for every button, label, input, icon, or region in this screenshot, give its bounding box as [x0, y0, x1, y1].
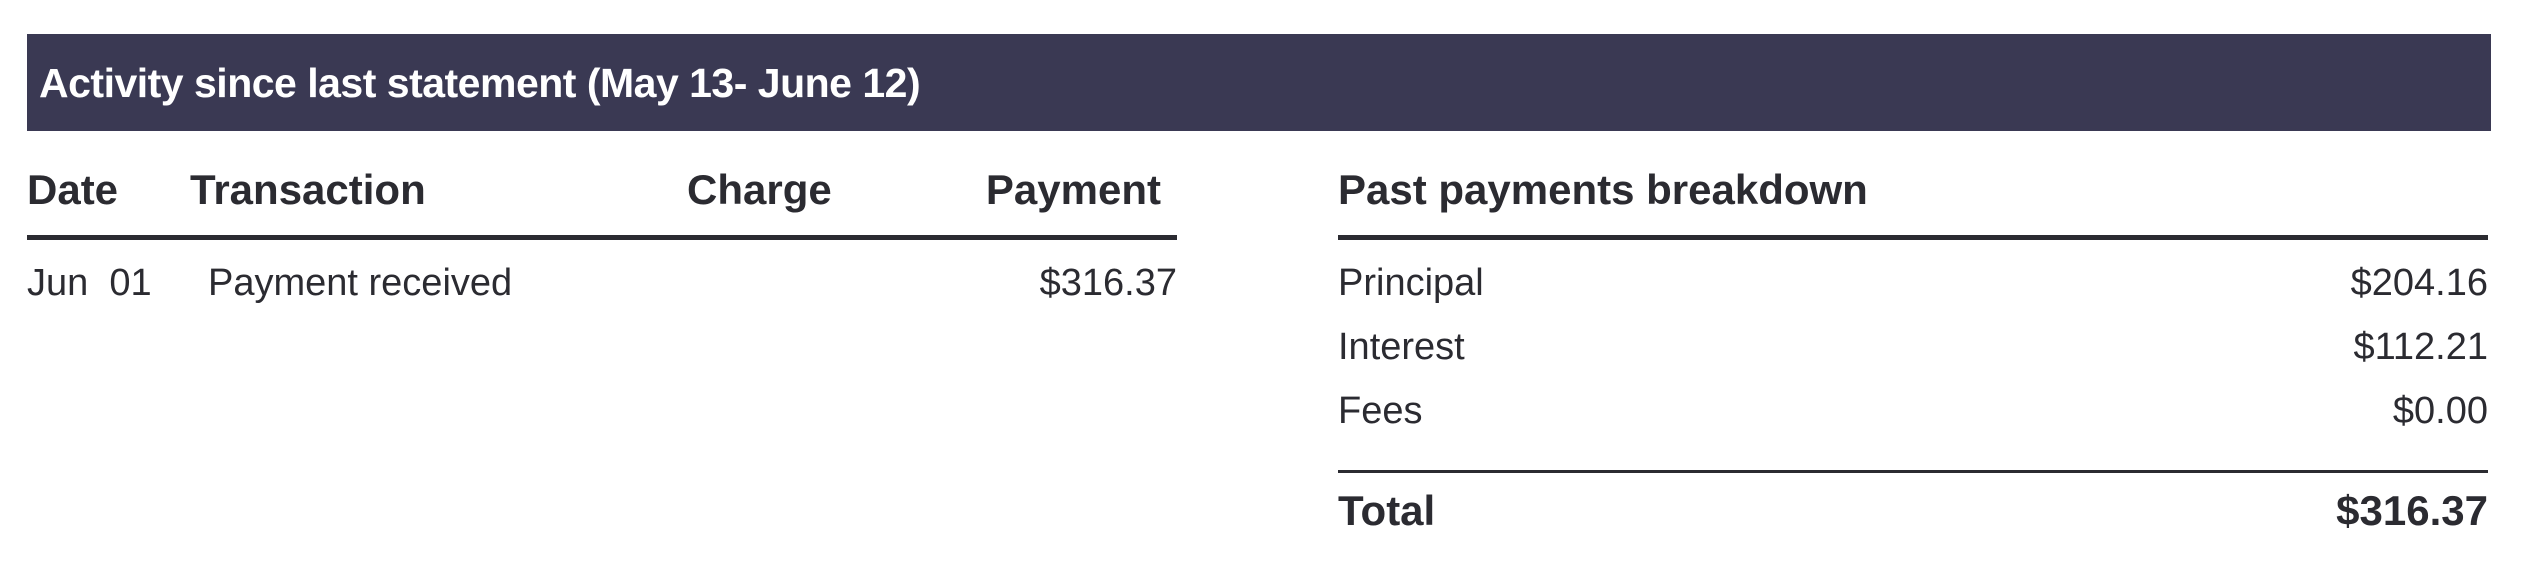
- section-header-bar: Activity since last statement (May 13- J…: [27, 34, 2491, 131]
- column-header-payment: Payment: [985, 166, 1161, 213]
- breakdown-label-fees: Fees: [1338, 390, 1423, 432]
- header-divider: [27, 235, 1177, 240]
- row-date: Jun 01: [27, 262, 152, 304]
- breakdown-value-principal: $204.16: [2350, 262, 2488, 304]
- breakdown-title: Past payments breakdown: [1338, 166, 1868, 213]
- breakdown-label-principal: Principal: [1338, 262, 1484, 304]
- row-transaction: Payment received: [208, 262, 513, 304]
- total-divider: [1338, 470, 2488, 473]
- column-header-charge: Charge: [687, 166, 832, 213]
- column-header-date: Date: [27, 166, 119, 213]
- section-title: Activity since last statement (May 13- J…: [39, 60, 921, 106]
- breakdown-divider: [1338, 235, 2488, 240]
- breakdown-label-interest: Interest: [1338, 326, 1465, 368]
- breakdown-value-interest: $112.21: [2353, 326, 2488, 368]
- row-payment: $316.37: [1039, 262, 1177, 304]
- breakdown-value-fees: $0.00: [2392, 390, 2488, 432]
- column-header-transaction: Transaction: [190, 166, 426, 213]
- total-value: $316.37: [2336, 487, 2488, 534]
- total-label: Total: [1338, 487, 1436, 534]
